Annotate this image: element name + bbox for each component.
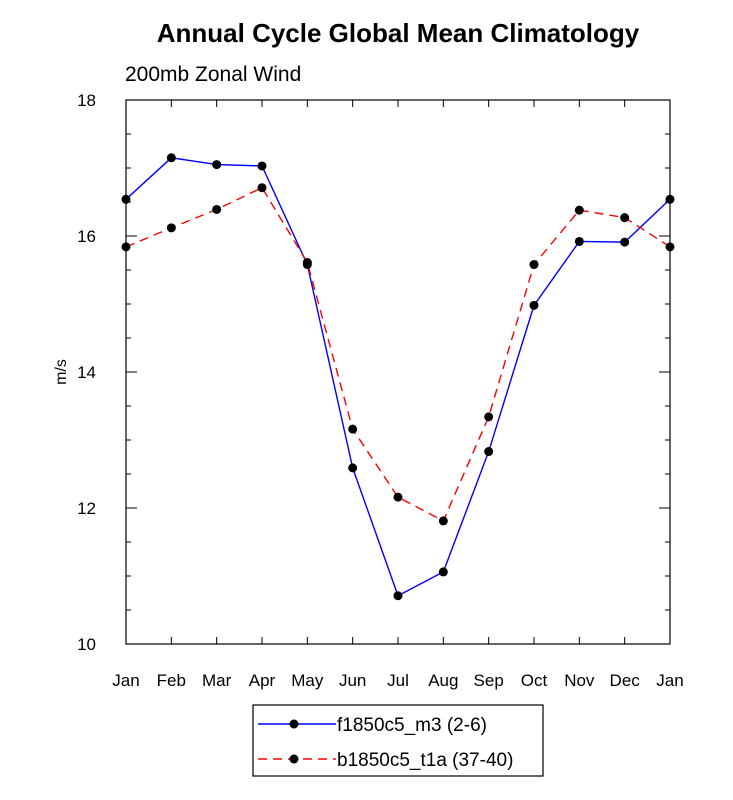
y-tick-label: 12 (77, 499, 96, 518)
x-tick-label: Apr (249, 671, 276, 690)
plot-frame (125, 99, 671, 645)
data-point-s1-1 (166, 223, 176, 233)
legend: f1850c5_m3 (2-6) b1850c5_t1a (37-40) (252, 704, 544, 777)
data-point-s0-9 (529, 300, 539, 310)
legend-label-0: f1850c5_m3 (2-6) (337, 715, 487, 736)
y-tick-label: 10 (77, 635, 96, 654)
x-tick-label: Jan (656, 671, 683, 690)
x-tick-label: Jun (339, 671, 366, 690)
y-axis-label: m/s (53, 359, 70, 385)
x-tick-label: Oct (521, 671, 548, 690)
x-tick-label: Sep (474, 671, 504, 690)
data-point-s1-4 (302, 258, 312, 268)
legend-box (252, 704, 544, 777)
series-group (121, 153, 675, 601)
legend-marker-0 (289, 719, 299, 729)
data-point-s0-1 (166, 153, 176, 163)
series-line-1 (125, 186, 671, 522)
data-point-s1-10 (574, 205, 584, 215)
data-point-s1-6 (393, 492, 403, 502)
data-point-s1-11 (620, 213, 630, 223)
data-point-s0-10 (574, 236, 584, 246)
legend-label-1: b1850c5_t1a (37-40) (337, 750, 513, 771)
data-point-s1-7 (438, 516, 448, 526)
y-tick-label: 18 (77, 91, 96, 110)
y-tick-label: 14 (77, 363, 96, 382)
data-point-s0-11 (620, 237, 630, 247)
x-tick-label: Jan (112, 671, 139, 690)
data-point-s0-7 (438, 567, 448, 577)
legend-marker-1 (289, 754, 299, 764)
data-point-s1-9 (529, 260, 539, 270)
x-tick-label: Nov (564, 671, 595, 690)
data-point-s1-8 (484, 412, 494, 422)
y-tick-label: 16 (77, 227, 96, 246)
x-tick-label: May (291, 671, 324, 690)
x-tick-label: Jul (387, 671, 409, 690)
data-point-s1-3 (257, 183, 267, 193)
x-tick-label: Aug (428, 671, 458, 690)
data-point-s1-2 (212, 204, 222, 214)
data-point-s0-2 (212, 160, 222, 170)
data-point-s0-6 (393, 591, 403, 601)
chart-subtitle: 200mb Zonal Wind (125, 63, 301, 86)
data-point-s0-8 (484, 447, 494, 457)
x-tick-label: Feb (157, 671, 186, 690)
data-point-s0-3 (257, 161, 267, 171)
data-point-s0-5 (348, 463, 358, 473)
series-line-0 (125, 157, 671, 597)
axis-ticks: Jan Feb Mar Apr May Jun Jul Aug Sep Oct Nov Dec Jan 1… (77, 91, 684, 690)
data-point-s1-5 (348, 424, 358, 434)
x-tick-label: Dec (610, 671, 641, 690)
x-tick-label: Mar (202, 671, 232, 690)
chart-title: Annual Cycle Global Mean Climatology (157, 18, 640, 48)
